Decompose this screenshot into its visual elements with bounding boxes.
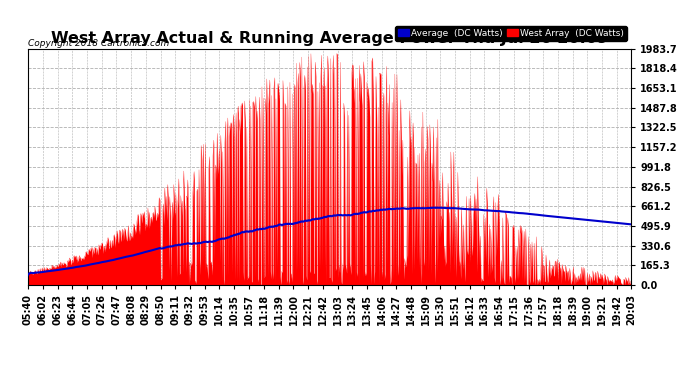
- Legend: Average  (DC Watts), West Array  (DC Watts): Average (DC Watts), West Array (DC Watts…: [395, 26, 627, 40]
- Text: Copyright 2018 Cartronics.com: Copyright 2018 Cartronics.com: [28, 39, 169, 48]
- Title: West Array Actual & Running Average Power Thu Jul 26 20:09: West Array Actual & Running Average Powe…: [51, 31, 608, 46]
